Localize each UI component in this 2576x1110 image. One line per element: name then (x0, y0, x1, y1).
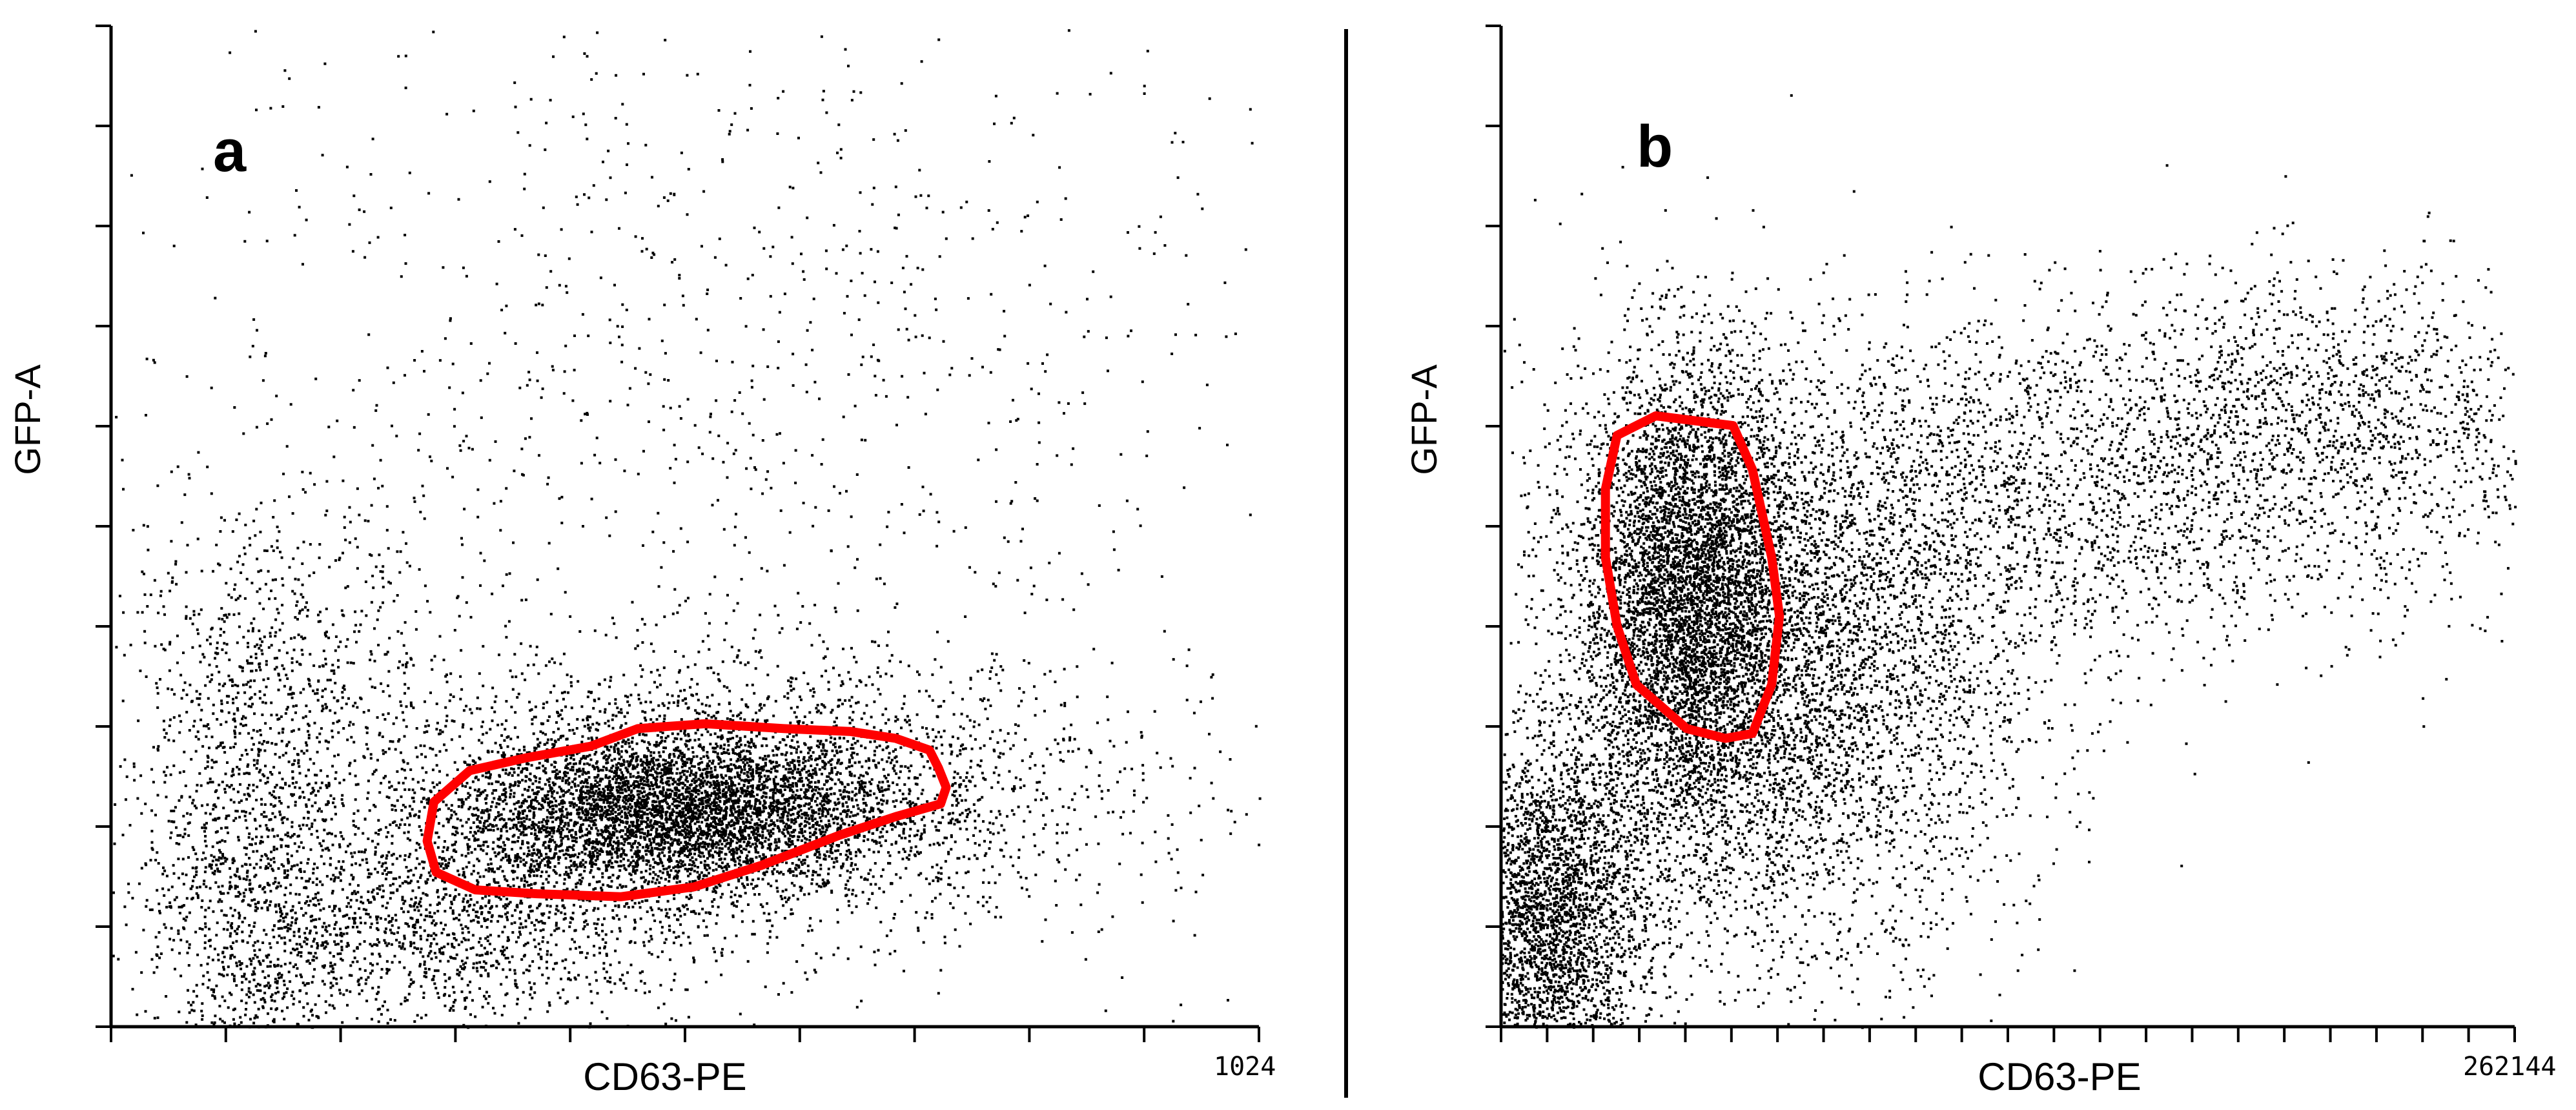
gate-layer-b (1600, 411, 1784, 743)
axes-b (1486, 25, 2516, 1042)
y-axis-label-a: GFP-A (7, 364, 48, 475)
x-axis-label-b: CD63-PE (1978, 1055, 2141, 1098)
panel-label-a: a (213, 118, 247, 184)
scatter-points-a (112, 29, 1262, 1029)
x-axis-end-label-b: 262144 (2463, 1052, 2557, 1082)
scatter-events-b (1501, 94, 2517, 1029)
gate-b (1600, 411, 1784, 743)
panel-label-b: b (1637, 114, 1673, 180)
gate-a (422, 719, 951, 901)
panel-b: b CD63-PE GFP-A 262144 (1404, 25, 2557, 1098)
panel-a: a CD63-PE GFP-A 1024 (7, 25, 1276, 1098)
x-axis-label-a: CD63-PE (583, 1055, 746, 1098)
axes-a (96, 25, 1260, 1042)
y-axis-label-b: GFP-A (1404, 364, 1444, 475)
scatter-events-a (112, 29, 1262, 1029)
scatter-points-b (1501, 94, 2517, 1029)
gate-layer-a (422, 719, 951, 901)
x-axis-end-label-a: 1024 (1214, 1052, 1276, 1082)
